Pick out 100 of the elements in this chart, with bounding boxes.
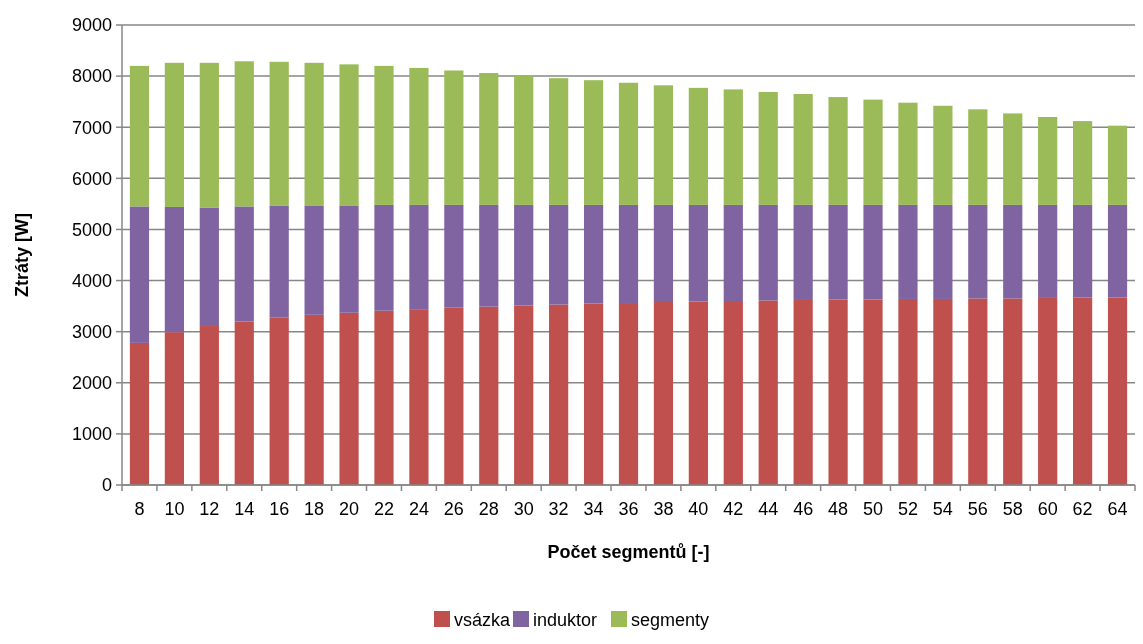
bar (269, 205, 289, 318)
x-tick-label: 54 (932, 499, 953, 519)
bar (164, 62, 184, 207)
x-tick-label: 28 (478, 499, 499, 519)
bar (688, 204, 708, 302)
x-tick-label: 20 (339, 499, 360, 519)
bar (583, 204, 604, 304)
bar (1038, 204, 1058, 298)
bar (1073, 297, 1093, 485)
x-tick-label: 64 (1107, 499, 1128, 519)
bar (374, 204, 394, 311)
y-tick-label: 3000 (71, 321, 112, 342)
bar (199, 326, 219, 485)
bar (514, 305, 534, 485)
y-tick-label: 1000 (71, 424, 112, 445)
x-tick-label: 48 (828, 499, 849, 519)
bar (444, 204, 464, 308)
x-tick-label: 60 (1037, 499, 1058, 519)
x-tick-label: 32 (548, 499, 569, 519)
x-tick-label: 30 (513, 499, 534, 519)
bar (339, 312, 359, 485)
x-tick-label: 36 (618, 499, 639, 519)
bar (234, 206, 254, 322)
bar (1073, 204, 1093, 298)
bar (933, 298, 953, 485)
bar (234, 321, 254, 485)
y-axis-title: Ztráty [W] (12, 213, 32, 297)
bar (164, 332, 184, 485)
bar (583, 80, 604, 205)
x-tick-label: 18 (304, 499, 325, 519)
bar (793, 94, 813, 205)
bar (444, 307, 464, 485)
bar (1107, 297, 1128, 485)
bar (618, 204, 639, 304)
x-tick-label: 14 (234, 499, 255, 519)
bar (688, 301, 708, 485)
bar (269, 61, 289, 206)
bar (129, 65, 150, 207)
x-tick-label: 58 (1002, 499, 1023, 519)
bar (758, 300, 778, 485)
y-tick-label: 4000 (71, 270, 112, 291)
bar (723, 301, 743, 485)
bar (409, 309, 429, 485)
bar (828, 97, 848, 205)
y-tick-label: 2000 (71, 373, 112, 394)
x-tick-label: 50 (863, 499, 884, 519)
x-tick-label: 42 (723, 499, 744, 519)
bar (898, 102, 918, 205)
bar (199, 62, 219, 208)
bar (129, 342, 150, 485)
y-tick-label: 7000 (71, 117, 112, 138)
x-tick-label: 16 (269, 499, 290, 519)
bar (828, 299, 848, 485)
bar (758, 91, 778, 205)
x-tick-label: 24 (408, 499, 429, 519)
bar (479, 204, 499, 307)
bar (618, 303, 639, 485)
bar (723, 89, 743, 205)
y-tick-label: 8000 (71, 66, 112, 87)
bar (479, 73, 499, 205)
legend-label: induktor (533, 610, 598, 630)
bar (618, 82, 639, 205)
bar (1107, 204, 1128, 298)
bar (1038, 117, 1058, 205)
bar (1003, 298, 1023, 485)
bar (409, 67, 429, 205)
x-axis-title: Počet segmentů [-] (547, 542, 710, 562)
bar (863, 99, 883, 205)
legend-label: vsázka (454, 610, 512, 630)
bar (339, 205, 359, 313)
bar (968, 298, 988, 485)
bar (374, 65, 394, 205)
bar (269, 317, 289, 485)
x-tick-label: 56 (967, 499, 988, 519)
x-tick-label: 38 (653, 499, 674, 519)
bar (583, 303, 604, 485)
bar (933, 105, 953, 205)
bar (653, 302, 674, 485)
bar (479, 306, 499, 485)
x-tick-label: 26 (443, 499, 464, 519)
bar (1038, 297, 1058, 485)
bar (514, 204, 534, 306)
bar (374, 310, 394, 485)
bar (514, 75, 534, 205)
bar (968, 109, 988, 205)
bar (898, 204, 918, 299)
x-tick-label: 8 (134, 499, 145, 519)
bar (549, 204, 569, 305)
x-tick-label: 40 (688, 499, 709, 519)
bar (444, 70, 464, 205)
x-tick-label: 10 (164, 499, 185, 519)
bar (1003, 204, 1023, 299)
bar (828, 204, 848, 300)
bar (304, 62, 324, 206)
bar (1073, 121, 1093, 205)
bar (933, 204, 953, 299)
bar (409, 204, 429, 310)
y-tick-label: 5000 (71, 219, 112, 240)
bar (234, 61, 254, 207)
bar (199, 207, 219, 327)
